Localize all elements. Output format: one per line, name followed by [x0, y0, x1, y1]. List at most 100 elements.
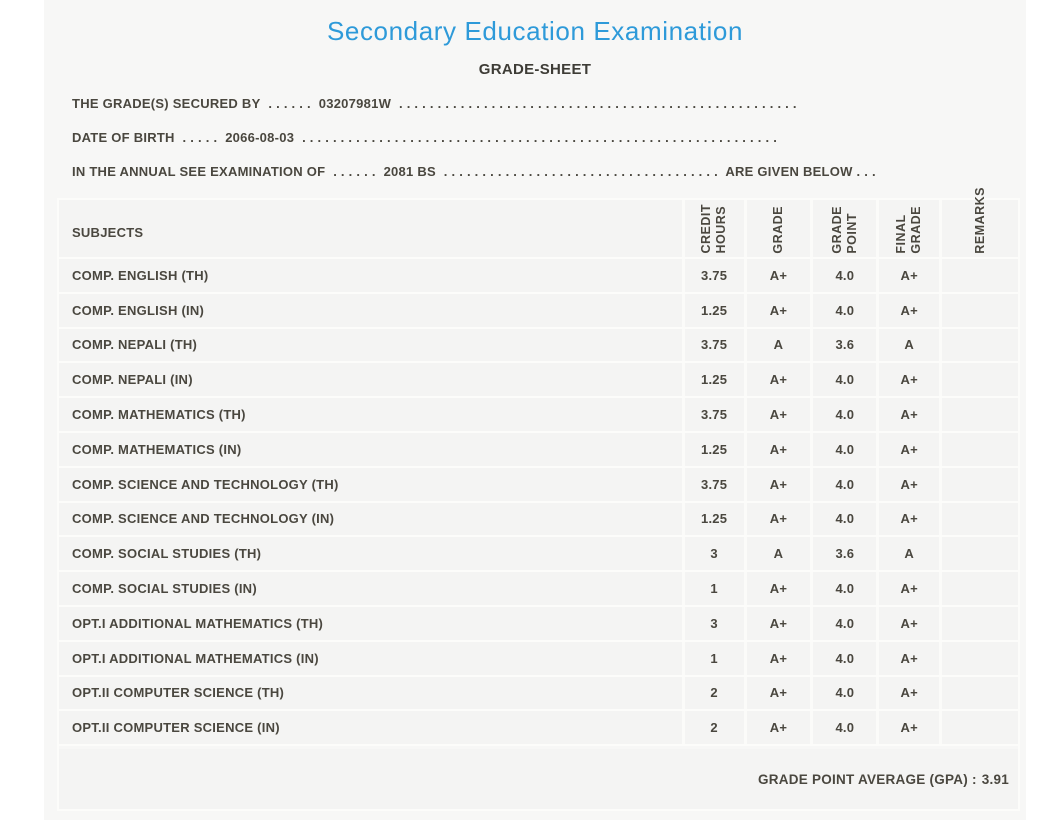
dot-leader: . . . . . . . . . . . . . . . . . . . . … — [302, 130, 778, 145]
remarks-cell — [939, 293, 1018, 327]
final-grade-cell: A+ — [876, 711, 939, 745]
grade-cell: A+ — [743, 572, 811, 605]
grade-cell: A+ — [743, 467, 811, 501]
grade-cell: A+ — [743, 502, 811, 536]
table-row: COMP. ENGLISH (TH) 3.75 A+ 4.0 A+ — [59, 259, 1018, 294]
remarks-cell — [939, 398, 1018, 431]
subjects-header-label: SUBJECTS — [72, 225, 144, 240]
subject-cell: COMP. NEPALI (IN) — [72, 372, 193, 388]
column-header-grade: GRADE — [743, 200, 811, 257]
grades-secured-by-label: THE GRADE(S) SECURED BY — [72, 96, 261, 111]
remarks-cell — [939, 467, 1018, 501]
table-row: COMP. SOCIAL STUDIES (IN) 1 A+ 4.0 A+ — [59, 572, 1018, 607]
table-row: COMP. MATHEMATICS (IN) 1.25 A+ 4.0 A+ — [59, 432, 1018, 468]
grades-table: SUBJECTS CREDIT HOURS GRADE GRADE POINT … — [57, 187, 1020, 812]
gpa-row: GRADE POINT AVERAGE (GPA) : 3.91 — [59, 749, 1018, 812]
are-given-below-label: ARE GIVEN BELOW . . . — [725, 164, 876, 179]
dot-leader: . . . . . . . . . . . . . . . . . . . . … — [398, 96, 797, 111]
subject-cell: COMP. MATHEMATICS (TH) — [72, 407, 246, 423]
remarks-header-label: REMARKS — [972, 187, 987, 254]
subject-cell: COMP. MATHEMATICS (IN) — [72, 441, 242, 457]
dot-leader: . . . . . — [182, 130, 218, 145]
grade-sheet-card: Secondary Education Examination GRADE-SH… — [44, 0, 1026, 820]
grade-point-cell: 4.0 — [810, 606, 876, 640]
table-row: OPT.II COMPUTER SCIENCE (IN) 2 A+ 4.0 A+ — [59, 711, 1018, 747]
subject-cell: COMP. SOCIAL STUDIES (TH) — [72, 546, 262, 562]
exam-year-line: IN THE ANNUAL SEE EXAMINATION OF . . . .… — [72, 164, 998, 180]
credit-hours-cell: 2 — [681, 711, 744, 745]
subject-cell: OPT.II COMPUTER SCIENCE (TH) — [72, 685, 285, 701]
table-row: OPT.I ADDITIONAL MATHEMATICS (IN) 1 A+ 4.0 A… — [59, 641, 1018, 677]
grades-table-body: COMP. ENGLISH (TH) 3.75 A+ 4.0 A+ COMP. ENGLI… — [59, 259, 1018, 747]
table-row: OPT.I ADDITIONAL MATHEMATICS (TH) 3 A+ 4.0 A… — [59, 606, 1018, 642]
date-of-birth-label: DATE OF BIRTH — [72, 130, 175, 145]
table-row: COMP. SCIENCE AND TECHNOLOGY (IN) 1.25 A+ 4… — [59, 502, 1018, 538]
table-row: COMP. MATHEMATICS (TH) 3.75 A+ 4.0 A+ — [59, 398, 1018, 433]
grade-cell: A+ — [743, 676, 811, 710]
remarks-cell — [939, 711, 1018, 745]
credit-hours-cell: 3.75 — [681, 467, 744, 501]
grade-cell: A — [743, 537, 811, 571]
exam-label: IN THE ANNUAL SEE EXAMINATION OF — [72, 164, 326, 179]
grade-cell: A+ — [743, 293, 811, 327]
credit-hours-cell: 1.25 — [681, 432, 744, 466]
credit-hours-cell: 1.25 — [681, 363, 744, 397]
final-grade-cell: A+ — [876, 259, 939, 292]
grade-header-label: GRADE — [771, 206, 786, 254]
grade-cell: A+ — [743, 398, 811, 431]
gpa-label: GRADE POINT AVERAGE (GPA) : — [757, 771, 977, 787]
page-title: Secondary Education Examination — [326, 16, 744, 46]
table-row: COMP. ENGLISH (IN) 1.25 A+ 4.0 A+ — [59, 293, 1018, 329]
dot-leader: . . . . . . — [268, 96, 311, 111]
grade-point-cell: 4.0 — [810, 467, 876, 501]
remarks-cell — [939, 641, 1018, 675]
grade-cell: A+ — [743, 259, 811, 292]
grade-cell: A+ — [743, 363, 811, 397]
dot-leader: . . . . . . — [333, 164, 376, 179]
table-row: COMP. SCIENCE AND TECHNOLOGY (TH) 3.75 A+ 4… — [59, 467, 1018, 503]
grade-cell: A — [743, 328, 811, 362]
grade-point-cell: 4.0 — [810, 363, 876, 397]
symbol-number-value: 03207981W — [318, 96, 392, 111]
column-header-subjects: SUBJECTS — [59, 200, 682, 257]
subject-cell: COMP. NEPALI (TH) — [72, 337, 198, 353]
subject-cell: COMP. ENGLISH (IN) — [72, 302, 205, 318]
grades-table-header: SUBJECTS CREDIT HOURS GRADE GRADE POINT … — [59, 187, 1018, 259]
subject-cell: OPT.I ADDITIONAL MATHEMATICS (IN) — [72, 650, 319, 666]
grade-point-header-label: GRADE POINT — [830, 206, 859, 254]
remarks-cell — [939, 572, 1018, 605]
final-grade-cell: A+ — [876, 641, 939, 675]
credit-hours-cell: 3.75 — [681, 328, 744, 362]
exam-year-value: 2081 BS — [383, 164, 436, 179]
student-meta: THE GRADE(S) SECURED BY . . . . . . 0320… — [72, 96, 998, 180]
grade-point-cell: 4.0 — [810, 676, 876, 710]
final-grade-cell: A+ — [876, 572, 939, 605]
credit-hours-cell: 3 — [681, 606, 744, 640]
final-grade-cell: A+ — [876, 467, 939, 501]
final-grade-cell: A+ — [876, 676, 939, 710]
grade-sheet-heading: GRADE-SHEET — [478, 61, 592, 78]
credit-hours-cell: 3 — [681, 537, 744, 571]
grade-point-cell: 4.0 — [810, 572, 876, 605]
dot-leader: . . . . . . . . . . . . . . . . . . . . … — [443, 164, 718, 179]
column-header-remarks: REMARKS — [939, 187, 1018, 257]
grade-cell: A+ — [743, 606, 811, 640]
date-of-birth-value: 2066-08-03 — [225, 130, 295, 145]
remarks-cell — [939, 502, 1018, 536]
grade-point-cell: 3.6 — [810, 537, 876, 571]
grade-point-cell: 3.6 — [810, 328, 876, 362]
credit-hours-cell: 1 — [681, 572, 744, 605]
subject-cell: COMP. SCIENCE AND TECHNOLOGY (TH) — [72, 476, 339, 492]
table-row: COMP. SOCIAL STUDIES (TH) 3 A 3.6 A — [59, 537, 1018, 573]
final-grade-cell: A+ — [876, 606, 939, 640]
credit-hours-cell: 1.25 — [681, 293, 744, 327]
final-grade-cell: A+ — [876, 502, 939, 536]
final-grade-cell: A+ — [876, 293, 939, 327]
subject-cell: COMP. SCIENCE AND TECHNOLOGY (IN) — [72, 511, 335, 527]
grade-point-cell: 4.0 — [810, 293, 876, 327]
credit-hours-cell: 2 — [681, 676, 744, 710]
table-row: COMP. NEPALI (IN) 1.25 A+ 4.0 A+ — [59, 363, 1018, 399]
final-grade-cell: A — [876, 328, 939, 362]
credit-hours-cell: 3.75 — [681, 259, 744, 292]
final-grade-cell: A+ — [876, 363, 939, 397]
